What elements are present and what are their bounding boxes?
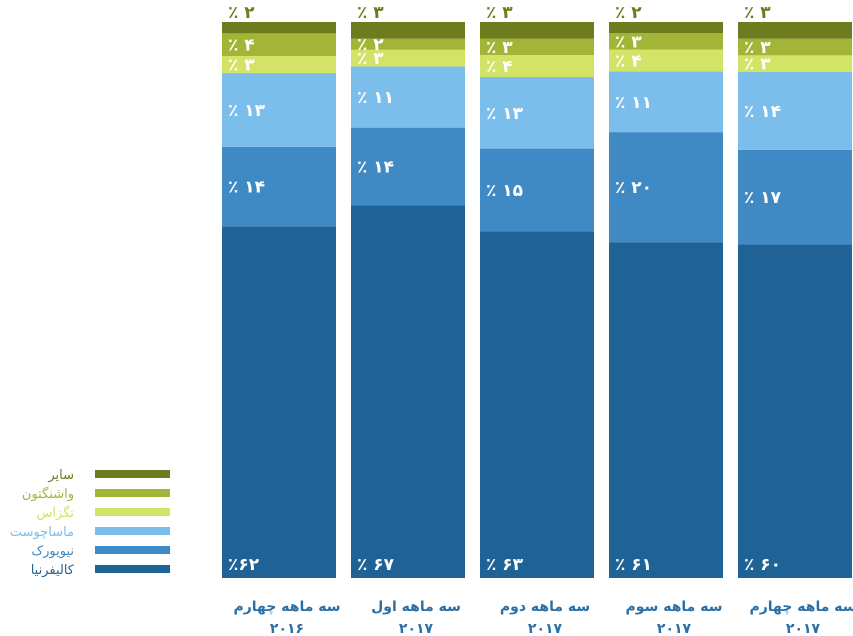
- segment-value-label: ٪ ۱۴: [357, 158, 394, 178]
- bar-segment-6-cat-2: [351, 22, 465, 39]
- bar-segment-2-cat-4: [609, 132, 723, 243]
- legend-label: سایر: [47, 468, 74, 483]
- bar-segment-6-cat-3: [480, 22, 594, 39]
- segment-value-label: ٪ ۱۴: [228, 178, 265, 198]
- segment-value-label: ٪ ۶۳: [486, 555, 524, 575]
- category-label: سه ماهه چهارم: [749, 599, 853, 615]
- bar-segment-1-cat-1: [222, 226, 336, 578]
- category-label: سه ماهه اول: [371, 599, 461, 615]
- legend-swatch: [95, 508, 170, 516]
- bar-segment-1-cat-3: [480, 231, 594, 579]
- bar-segment-3-cat-5: [738, 72, 852, 150]
- legend: سایر واشنگتون تگزاس ماساچوست نیویورک کالیفرنی…: [10, 468, 170, 578]
- segment-value-label: ٪ ۱۳: [228, 101, 266, 121]
- segment-value-label: ٪ ۳: [615, 32, 642, 52]
- category-label: سه ماهه سوم: [626, 599, 723, 615]
- segment-value-label: ٪ ۶۷: [357, 555, 395, 575]
- bar-segment-4-cat-1: [222, 56, 336, 74]
- bar-segment-5-cat-5: [738, 38, 852, 56]
- bar-segment-4-cat-2: [351, 49, 465, 67]
- bar-segment-6-cat-4: [609, 22, 723, 34]
- bar-segment-2-cat-5: [738, 149, 852, 245]
- bar-segment-2-cat-1: [222, 146, 336, 227]
- bar-segment-3-cat-1: [222, 73, 336, 147]
- segment-value-label: ٪ ۱۵: [486, 181, 523, 201]
- bar-segment-4-cat-4: [609, 49, 723, 72]
- segment-value-label: ٪ ۳: [357, 3, 384, 23]
- segment-value-label: ٪ ۲۰: [615, 178, 652, 198]
- segment-labels-group: ٪۶۲٪ ۱۴٪ ۱۳٪ ۳٪ ۴٪ ۲٪ ۶۷٪ ۱۴٪ ۱۱٪ ۳٪ ۲٪ …: [228, 3, 782, 575]
- segment-value-label: ٪ ۱۷: [744, 188, 782, 208]
- segment-value-label: ٪ ۳: [486, 3, 513, 23]
- legend-label: واشنگتون: [22, 486, 74, 502]
- legend-swatch: [95, 489, 170, 497]
- bar-segment-4-cat-3: [480, 55, 594, 78]
- category-labels-group: سه ماهه چهارم ۲۰۱۶ سه ماهه اول ۲۰۱۷ سه ماهه …: [233, 599, 853, 636]
- bar-segment-5-cat-1: [222, 33, 336, 57]
- category-year-label: ۲۰۱۷: [399, 621, 434, 636]
- legend-label: ماساچوست: [10, 525, 74, 540]
- bar-segment-1-cat-2: [351, 205, 465, 579]
- segment-value-label: ٪ ۴: [486, 57, 513, 77]
- category-year-label: ۲۰۱۷: [528, 621, 563, 636]
- segment-value-label: ٪ ۲: [357, 35, 384, 55]
- segment-value-label: ٪ ۳: [357, 49, 384, 69]
- segment-value-label: ٪ ۳: [228, 56, 255, 76]
- legend-label: نیویورک: [31, 544, 74, 559]
- segment-value-label: ٪ ۱۳: [486, 104, 524, 124]
- bar-segment-2-cat-3: [480, 148, 594, 232]
- legend-swatch: [95, 527, 170, 535]
- segment-value-label: ٪ ۴: [228, 36, 255, 56]
- legend-swatch: [95, 565, 170, 573]
- segment-value-label: ٪ ۶۰: [744, 555, 781, 575]
- segment-value-label: ٪ ۴: [615, 52, 642, 72]
- segment-value-label: ٪ ۱۱: [357, 88, 394, 108]
- legend-swatch: [95, 470, 170, 478]
- bar-segment-3-cat-2: [351, 66, 465, 128]
- segment-value-label: ٪ ۳: [744, 55, 771, 75]
- legend-swatch: [95, 546, 170, 554]
- bar-segment-1-cat-4: [609, 242, 723, 579]
- bar-segment-3-cat-3: [480, 77, 594, 149]
- bar-segment-2-cat-2: [351, 127, 465, 206]
- bar-segment-6-cat-1: [222, 22, 336, 34]
- segment-value-label: ٪۶۲: [228, 555, 260, 575]
- bar-segment-5-cat-3: [480, 38, 594, 56]
- segment-value-label: ٪ ۶۱: [615, 555, 652, 575]
- bar-segment-5-cat-2: [351, 38, 465, 50]
- segment-value-label: ٪ ۱۴: [744, 102, 781, 122]
- category-year-label: ۲۰۱۶: [270, 621, 304, 636]
- bar-segment-3-cat-4: [609, 71, 723, 133]
- category-label: سه ماهه چهارم: [233, 599, 340, 615]
- segment-value-label: ٪ ۳: [744, 38, 771, 58]
- segment-value-label: ٪ ۳: [486, 38, 513, 58]
- segment-value-label: ٪ ۱۱: [615, 93, 652, 113]
- segment-value-label: ٪ ۲: [228, 3, 255, 23]
- bar-segment-6-cat-5: [738, 22, 852, 39]
- legend-label: کالیفرنیا: [31, 563, 75, 578]
- category-label: سه ماهه دوم: [500, 599, 590, 615]
- bars-group: [222, 22, 852, 579]
- segment-value-label: ٪ ۲: [615, 3, 642, 23]
- bar-segment-5-cat-4: [609, 33, 723, 50]
- legend-label: تگزاس: [37, 505, 75, 521]
- segment-value-label: ٪ ۳: [744, 3, 771, 23]
- bar-segment-4-cat-5: [738, 55, 852, 73]
- category-year-label: ۲۰۱۷: [657, 621, 692, 636]
- bar-segment-1-cat-5: [738, 244, 852, 578]
- category-year-label: ۲۰۱۷: [786, 621, 821, 636]
